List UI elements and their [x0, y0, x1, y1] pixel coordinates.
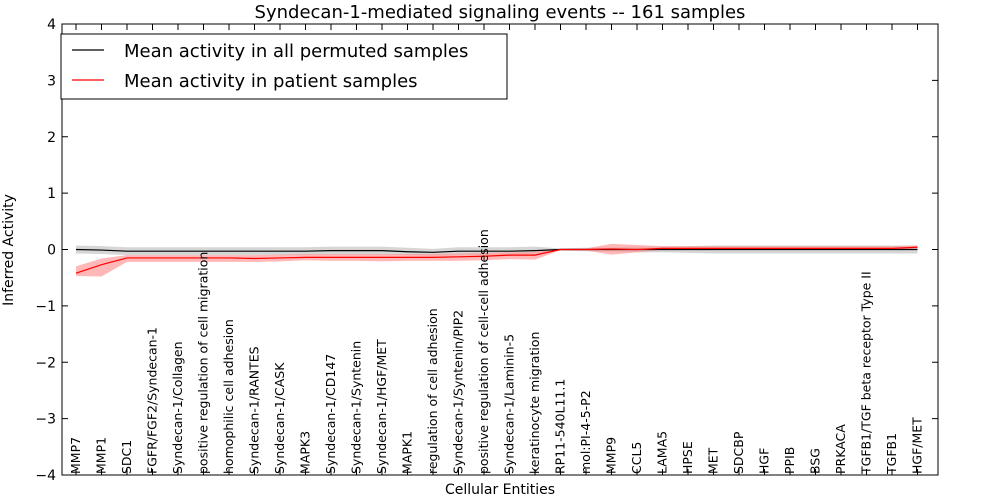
x-axis-label: Cellular Entities — [445, 482, 555, 498]
x-tick-label: TGFB1 — [884, 433, 899, 475]
x-tick-label: MMP7 — [68, 437, 83, 474]
x-tick-label: homophilic cell adhesion — [221, 319, 236, 474]
x-tick-label: SDCBP — [731, 431, 746, 474]
x-tick-label: HPSE — [680, 441, 695, 474]
x-tick-label: positive regulation of cell-cell adhesio… — [476, 229, 491, 474]
x-tick-label: Syndecan-1/HGF/MET — [374, 339, 389, 474]
x-tick-label: MET — [706, 447, 721, 474]
series-line-1 — [75, 246, 918, 274]
x-tick-label: PPIB — [782, 447, 797, 474]
x-tick-label: Syndecan-1/Collagen — [170, 341, 185, 474]
y-axis-label: Inferred Activity — [1, 194, 17, 306]
y-tick-label: 3 — [47, 73, 56, 89]
y-tick-label: 4 — [47, 17, 56, 33]
y-tick-label: −4 — [35, 468, 56, 484]
legend: Mean activity in all permuted samples Me… — [60, 33, 508, 100]
y-tick-label: −1 — [35, 299, 56, 315]
series-band-1 — [76, 243, 918, 277]
x-tick-label: MMP9 — [604, 437, 619, 474]
x-tick-label: positive regulation of cell migration — [196, 252, 211, 474]
x-tick-label: SDC1 — [119, 440, 134, 474]
chart-title: Syndecan-1-mediated signaling events -- … — [255, 2, 746, 23]
x-tick-label: HGF — [757, 448, 772, 474]
x-tick-label: MAPK3 — [298, 431, 313, 474]
x-tick-label: regulation of cell adhesion — [425, 308, 440, 474]
x-tick-label: Syndecan-1/CD147 — [323, 354, 338, 474]
series-line-0 — [75, 248, 918, 253]
x-tick-label: MAPK1 — [400, 431, 415, 474]
plot-frame — [61, 23, 939, 476]
x-tick-label: Syndecan-1/RANTES — [247, 346, 262, 474]
x-tick-label: keratinocyte migration — [527, 332, 542, 474]
y-tick-label: −3 — [35, 412, 56, 428]
x-tick-label: FGFR/FGF2/Syndecan-1 — [145, 327, 160, 474]
x-tick-label: LAMA5 — [655, 431, 670, 474]
legend-label-permuted: Mean activity in all permuted samples — [124, 41, 468, 62]
x-tick-label: PRKACA — [833, 424, 848, 474]
x-tick-label: Syndecan-1/Laminin-5 — [502, 334, 517, 474]
x-tick-label: Syndecan-1/CASK — [272, 362, 287, 474]
y-tick-label: 0 — [47, 243, 56, 259]
series-lines — [75, 246, 918, 274]
x-tick-labels: MMP7 MMP1 SDC1 FGFR/FGF2/Syndecan-1 Syndecan… — [68, 229, 925, 475]
legend-frame — [60, 33, 508, 100]
x-tick-label: Syndecan-1/Syntenin/PIP2 — [451, 310, 466, 474]
x-tick-label: RP11-540L11.1 — [553, 379, 568, 474]
x-tick-label: TGFB1/TGF beta receptor Type II — [859, 271, 874, 475]
x-tick-label: MMP1 — [94, 437, 109, 474]
y-tick-label: 1 — [47, 186, 56, 202]
x-tick-label: mol:PI-4-5-P2 — [578, 390, 593, 474]
y-tick-label: 2 — [47, 130, 56, 146]
x-tick-label: HGF/MET — [910, 417, 925, 474]
x-tick-label: BSG — [808, 448, 823, 474]
y-tick-label: −2 — [35, 355, 56, 371]
x-tick-label: CCL5 — [629, 442, 644, 474]
x-tick-label: Syndecan-1/Syntenin — [349, 341, 364, 474]
legend-label-patient: Mean activity in patient samples — [124, 71, 418, 92]
